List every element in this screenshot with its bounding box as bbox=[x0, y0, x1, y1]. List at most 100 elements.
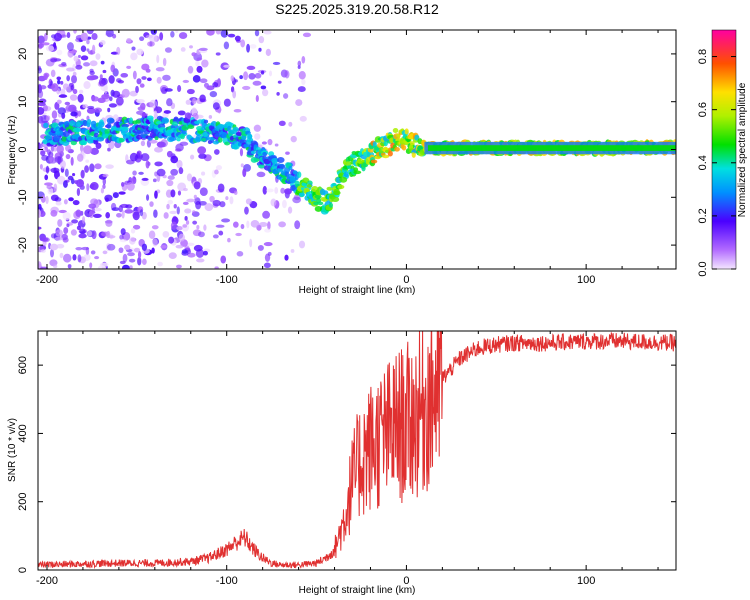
spectrogram-noise-blob bbox=[193, 244, 203, 252]
spectrogram-ridge-blob bbox=[135, 119, 141, 124]
spectrogram-noise-blob bbox=[220, 255, 227, 264]
spectrogram-ridge-blob bbox=[96, 136, 105, 142]
spectrogram-noise-blob bbox=[204, 203, 214, 212]
spectrogram-noise-blob bbox=[52, 264, 58, 269]
snr-x-tick-label: 100 bbox=[577, 575, 595, 587]
spectrogram-noise-blob bbox=[86, 75, 96, 81]
spectrogram-noise-blob bbox=[141, 243, 148, 251]
spectrogram-noise-blob bbox=[234, 35, 241, 42]
spectrogram-noise-blob bbox=[239, 75, 243, 80]
spectrogram-noise-blob bbox=[112, 192, 119, 199]
spectrogram-ridge-blob bbox=[180, 133, 185, 140]
spectrogram-ridge-blob bbox=[221, 132, 228, 139]
spectrogram-noise-blob bbox=[60, 34, 67, 38]
spectrogram-noise-blob bbox=[230, 75, 235, 82]
spectrogram-noise-blob bbox=[270, 198, 277, 207]
spectrogram-noise-blob bbox=[208, 115, 213, 119]
spectrogram-noise-blob bbox=[176, 264, 182, 269]
spectrogram-noise-blob bbox=[115, 96, 124, 106]
spectrogram-noise-blob bbox=[198, 231, 205, 238]
spectrogram-noise-blob bbox=[84, 165, 89, 173]
spectrogram-noise-blob bbox=[124, 244, 131, 251]
spectrogram-noise-blob bbox=[77, 110, 82, 117]
spectrogram-noise-blob bbox=[49, 154, 53, 164]
spectrogram-noise-blob bbox=[70, 156, 74, 166]
spectrogram-ridge-blob bbox=[381, 154, 390, 159]
spectrogram-noise-blob bbox=[147, 41, 155, 47]
spectrogram-noise-blob bbox=[72, 173, 76, 177]
spectrogram-noise-blob bbox=[89, 262, 93, 269]
spectrogram-noise-blob bbox=[258, 36, 265, 44]
spectrogram-noise-blob bbox=[56, 76, 62, 81]
spectrogram-noise-blob bbox=[40, 150, 46, 156]
spectrogram-noise-blob bbox=[166, 203, 170, 210]
spectrogram-noise-blob bbox=[258, 222, 268, 228]
spectrogram-noise-blob bbox=[76, 187, 81, 197]
spectrogram-noise-blob bbox=[159, 32, 164, 41]
spectrogram-noise-blob bbox=[81, 246, 90, 251]
snr-y-tick-label: 200 bbox=[17, 493, 29, 511]
spectrogram-noise-blob bbox=[89, 163, 95, 173]
spectrogram-noise-blob bbox=[38, 106, 45, 115]
spectrogram-noise-blob bbox=[100, 187, 105, 194]
spectrogram-noise-blob bbox=[266, 188, 274, 193]
spectrogram-ridge-blob bbox=[297, 171, 302, 178]
spectrogram-noise-blob bbox=[60, 80, 64, 85]
spectrogram-noise-blob bbox=[38, 43, 44, 48]
spectrogram-noise-blob bbox=[132, 211, 140, 221]
spectrogram-y-tick-label: -10 bbox=[17, 189, 29, 205]
spectrogram-noise-blob bbox=[72, 88, 78, 95]
spectrogram-noise-blob bbox=[254, 30, 260, 37]
spectrogram-noise-blob bbox=[192, 210, 196, 215]
snr-frame bbox=[37, 330, 677, 571]
spectrogram-noise-blob bbox=[284, 188, 292, 195]
spectrogram-noise-blob bbox=[168, 236, 175, 244]
spectrogram-noise-blob bbox=[132, 170, 137, 176]
spectrogram-noise-blob bbox=[292, 196, 302, 204]
spectrogram-ridge-blob bbox=[168, 136, 177, 142]
spectrogram-noise-blob bbox=[147, 161, 151, 166]
spectrogram-noise-blob bbox=[133, 247, 141, 253]
spectrogram-noise-blob bbox=[126, 65, 132, 69]
spectrogram-ridge-blob bbox=[292, 170, 298, 175]
spectrogram-noise-blob bbox=[163, 110, 171, 114]
colorbar-gradient bbox=[711, 29, 737, 270]
spectrogram-noise-blob bbox=[154, 161, 163, 167]
snr-y-tick-label: 400 bbox=[17, 424, 29, 442]
spectrogram-noise-blob bbox=[151, 247, 155, 254]
spectrogram-noise-blob bbox=[192, 220, 198, 225]
spectrogram-ridge-blob bbox=[70, 140, 77, 146]
colorbar-tick-label: 0.4 bbox=[697, 155, 709, 170]
spectrogram-noise-blob bbox=[209, 195, 215, 203]
spectrogram-noise-blob bbox=[83, 62, 91, 67]
spectrogram-noise-blob bbox=[90, 182, 99, 191]
spectrogram-noise-blob bbox=[132, 224, 141, 230]
snr-y-ticks: 0 200 400 600 bbox=[17, 356, 676, 573]
spectrogram-noise-blob bbox=[214, 266, 219, 269]
spectrogram-noise-blob bbox=[260, 70, 265, 75]
spectrogram-noise-blob bbox=[185, 99, 191, 105]
spectrogram-ridge-blob bbox=[224, 141, 231, 146]
spectrogram-noise-blob bbox=[193, 194, 197, 199]
spectrogram-noise-blob bbox=[57, 79, 61, 85]
snr-x-ticks: -200 -100 0 100 bbox=[36, 331, 659, 587]
spectrogram-noise-blob bbox=[132, 70, 137, 80]
spectrogram-noise-blob bbox=[223, 41, 230, 50]
spectrogram-noise-blob bbox=[215, 224, 225, 228]
spectrogram-noise-blob bbox=[137, 257, 142, 266]
spectrogram-noise-blob bbox=[120, 228, 126, 236]
colorbar-label: Normalized spectral amplitude bbox=[737, 82, 748, 217]
spectrogram-noise-blob bbox=[118, 205, 123, 213]
spectrogram-noise-blob bbox=[262, 89, 269, 97]
spectrogram-noise-blob bbox=[91, 44, 96, 54]
spectrogram-ridge-blob bbox=[279, 164, 286, 170]
spectrogram-noise-blob bbox=[184, 215, 188, 221]
spectrogram-noise-blob bbox=[206, 85, 215, 91]
spectrogram-noise-blob bbox=[108, 75, 115, 84]
spectrogram-noise-blob bbox=[59, 252, 64, 259]
spectrogram-noise-blob bbox=[119, 239, 127, 243]
spectrogram-noise-blob bbox=[86, 48, 90, 52]
spectrogram-noise-blob bbox=[83, 81, 91, 90]
spectrogram-noise-blob bbox=[264, 228, 271, 233]
